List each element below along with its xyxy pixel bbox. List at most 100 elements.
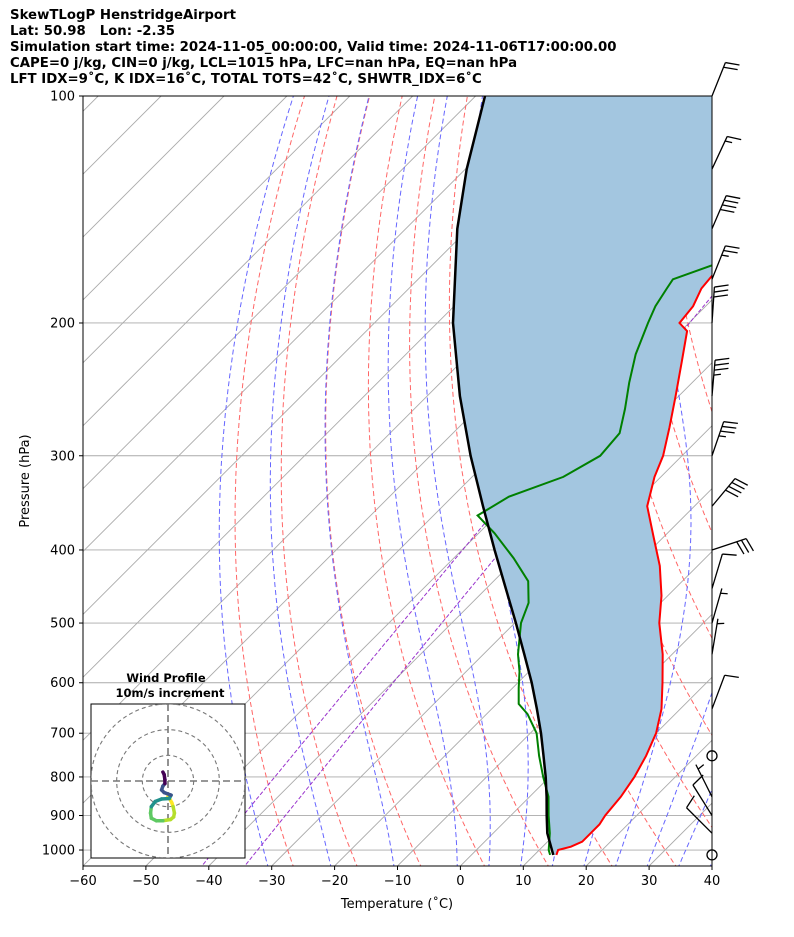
barb-staff [711,553,723,589]
barb-flag [722,204,737,209]
barb-flag [724,199,739,204]
wind-barb [711,61,740,97]
dewpoint-line [476,264,712,856]
barb-staff [711,360,716,397]
x-tick-label: −10 [384,874,411,889]
barb-staff [711,136,728,170]
barb-flag [745,538,754,552]
x-tick-label: 40 [704,874,721,889]
hodograph-inset: Wind Profile 10m/s increment [90,671,246,859]
dry-adiabat [367,96,486,866]
barb-staff [711,675,726,710]
isotherm-line [397,550,712,866]
barb-flag [722,553,737,556]
wind-barb [711,135,742,170]
y-tick-label: 300 [50,449,75,464]
isotherm-line [83,96,414,427]
barb-flag [714,357,730,361]
y-tick-label: 100 [50,90,75,105]
x-tick-label: 0 [456,874,464,889]
y-tick-label: 800 [50,770,75,785]
x-tick-label: −50 [132,874,159,889]
chart-header: SkewTLogP HenstridgeAirport Lat: 50.98 Lo… [10,8,617,88]
dry-adiabat [325,96,422,866]
barb-flag [724,674,739,678]
barb-staff [686,807,713,834]
moist-adiabat [709,861,712,866]
barb-staff [711,62,726,97]
wind-barb [711,195,741,230]
x-axis-ticks: −60 −50 −40 −30 −20 −10 0 10 20 30 40 [69,866,720,889]
hodograph-subtitle: 10m/s increment [116,686,225,700]
dry-adiabat [448,96,613,866]
barb-half-flag [713,373,721,376]
barb-flag [713,289,729,293]
barb-flag [727,135,742,141]
barb-flag [725,61,740,66]
wind-barb [711,618,725,655]
hodograph-plot [91,704,245,858]
dry-adiabat [759,79,794,869]
isotherm-line [83,96,539,553]
y-axis-ticks: 100 200 300 400 500 600 700 800 900 1000 [42,90,83,859]
y-tick-label: 600 [50,676,75,691]
barb-flag [725,489,739,498]
barb-flag [721,425,737,429]
dry-adiabat [409,96,549,866]
barb-staff [695,764,713,798]
isotherm-line [271,425,712,866]
station-location: Lat: 50.98 Lon: -2.35 [10,24,176,39]
barb-flag [713,294,728,298]
isotherm-line [83,96,476,490]
moist-adiabat [646,691,712,866]
barb-half-flag [721,254,729,257]
y-tick-label: 1000 [42,844,75,859]
simulation-times: Simulation start time: 2024-11-05_00:00:… [10,40,617,55]
isotherm-line [83,96,351,364]
wind-barb [711,553,737,589]
x-tick-label: −40 [195,874,222,889]
barb-flag [734,478,749,486]
wind-barb [692,774,713,816]
moist-adiabat [269,96,332,866]
x-axis-label: Temperature (˚C) [340,896,453,912]
isotherm-line [711,865,712,866]
wind-barb [685,795,713,834]
barb-staff [711,245,726,280]
y-tick-label: 900 [50,809,75,824]
moist-adiabat [324,96,395,866]
hodograph-segment [161,770,166,777]
dry-adiabat [662,96,712,414]
barb-flag [692,774,704,786]
moist-adiabat [424,96,491,866]
barb-flag [731,481,745,490]
barb-flag [726,195,741,200]
barb-flag [685,795,695,809]
barb-half-flag [697,764,705,770]
x-tick-label: −30 [258,874,285,889]
barb-flag [714,362,729,366]
wind-barb [711,245,740,280]
barb-staff [692,784,713,816]
x-tick-label: 10 [515,874,532,889]
dry-adiabat [234,96,306,866]
y-tick-label: 200 [50,316,75,331]
isotherm-line [334,487,712,866]
y-tick-label: 500 [50,617,75,632]
isotherm-line [83,96,288,301]
x-tick-label: 20 [578,874,595,889]
barb-flag [714,284,729,288]
wind-barb [711,284,729,324]
wind-barb [711,537,754,555]
barb-flag [720,430,735,434]
wind-barb [695,764,713,798]
barb-flag [720,208,735,213]
x-tick-label: −20 [321,874,348,889]
barb-staff [711,618,719,655]
barb-staff [711,478,736,507]
barb-flag [723,421,738,425]
y-tick-label: 400 [50,543,75,558]
dry-adiabat [280,96,358,866]
barb-half-flag [724,140,733,144]
